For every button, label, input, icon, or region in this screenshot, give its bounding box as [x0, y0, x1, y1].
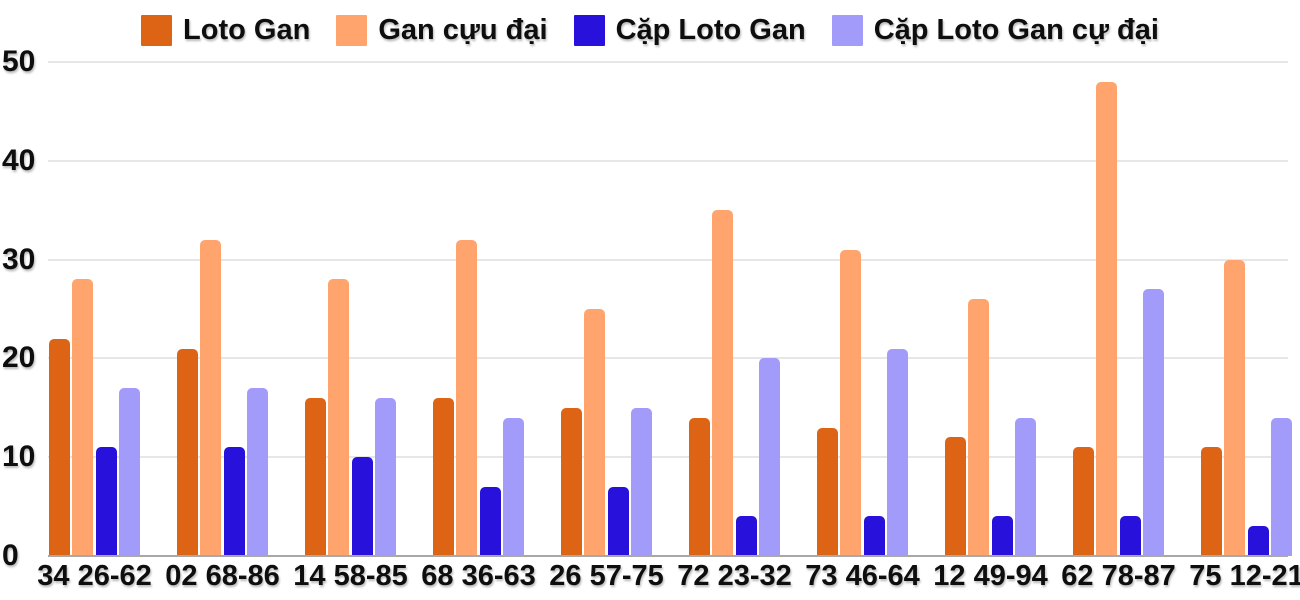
x-tick-label: 26 57-75	[549, 560, 664, 592]
bar[interactable]	[712, 210, 734, 556]
bar[interactable]	[607, 486, 629, 556]
legend-label: Gan cựu đại	[378, 13, 548, 46]
bar[interactable]	[200, 239, 222, 556]
bar[interactable]	[433, 397, 454, 556]
bar-group-14-58-85	[305, 62, 396, 556]
y-tick-label: 40	[2, 143, 36, 177]
bar[interactable]	[735, 516, 757, 556]
bar[interactable]	[1270, 417, 1292, 556]
bar[interactable]	[1224, 259, 1246, 556]
legend-item-3[interactable]: Cặp Loto Gan cự đại	[831, 13, 1159, 47]
legend-swatch-icon	[336, 14, 368, 46]
bar[interactable]	[479, 486, 501, 556]
bar[interactable]	[630, 407, 652, 556]
bar[interactable]	[246, 388, 268, 556]
bar[interactable]	[758, 358, 780, 556]
bar[interactable]	[584, 309, 606, 556]
bar[interactable]	[456, 239, 478, 556]
bar-group-73-46-64	[817, 62, 908, 556]
bar[interactable]	[305, 397, 326, 556]
bar-group-72-23-32	[689, 62, 780, 556]
plot-area	[48, 61, 1292, 557]
y-tick-label: 10	[2, 440, 36, 474]
legend-item-0[interactable]: Loto Gan	[141, 14, 310, 47]
x-tick-label: 02 68-86	[165, 560, 280, 592]
legend-label: Cặp Loto Gan	[615, 13, 806, 46]
y-tick-label: 50	[2, 45, 36, 78]
x-tick-label: 14 58-85	[293, 560, 408, 592]
bar[interactable]	[177, 348, 198, 556]
gridline	[48, 61, 1288, 63]
bar-group-34-26-62	[49, 62, 140, 556]
bar[interactable]	[1073, 447, 1094, 556]
bar[interactable]	[502, 417, 524, 556]
bar[interactable]	[351, 457, 373, 556]
bar[interactable]	[374, 397, 396, 556]
bar[interactable]	[72, 279, 94, 556]
gridline	[48, 258, 1288, 261]
y-tick-label: 30	[2, 242, 36, 276]
gridline	[48, 456, 1288, 459]
bar-group-02-68-86	[177, 62, 268, 556]
bar[interactable]	[886, 348, 908, 556]
bar-group-62-78-87	[1073, 62, 1164, 556]
legend-swatch-icon	[141, 14, 173, 46]
bar-group-68-36-63	[433, 62, 524, 556]
bar[interactable]	[118, 388, 140, 556]
x-tick-label: 34 26-62	[37, 560, 152, 592]
legend-swatch-icon	[573, 14, 605, 46]
gridline	[48, 357, 1288, 360]
bar[interactable]	[1247, 526, 1269, 556]
bar[interactable]	[561, 407, 582, 556]
x-axis-line	[48, 555, 1288, 557]
bar[interactable]	[991, 516, 1013, 556]
bar[interactable]	[95, 447, 117, 556]
bar[interactable]	[1014, 417, 1036, 556]
bar[interactable]	[1201, 447, 1222, 556]
bar[interactable]	[689, 417, 710, 556]
legend-label: Cặp Loto Gan cự đại	[873, 13, 1159, 46]
x-tick-label: 68 36-63	[421, 560, 536, 592]
bar[interactable]	[945, 437, 966, 556]
bar[interactable]	[328, 279, 350, 556]
bar[interactable]	[223, 447, 245, 556]
bar[interactable]	[1142, 289, 1164, 556]
x-tick-label: 12 49-94	[933, 560, 1048, 592]
legend-swatch-icon	[831, 14, 863, 46]
bar-group-26-57-75	[561, 62, 652, 556]
y-tick-label: 0	[2, 539, 19, 572]
x-tick-label: 62 78-87	[1061, 560, 1176, 592]
y-tick-label: 20	[2, 341, 36, 375]
bar[interactable]	[1096, 81, 1118, 556]
bar[interactable]	[968, 299, 990, 556]
x-tick-label: 72 23-32	[677, 560, 792, 592]
bar[interactable]	[840, 249, 862, 556]
gridline	[48, 159, 1288, 162]
x-tick-label: 73 46-64	[805, 560, 920, 592]
legend-item-1[interactable]: Gan cựu đại	[336, 13, 548, 47]
bar[interactable]	[817, 427, 838, 556]
legend-label: Loto Gan	[183, 13, 311, 46]
bar[interactable]	[49, 338, 70, 556]
legend: Loto Gan Gan cựu đại Cặp Loto Gan Cặp Loto …	[0, 8, 1300, 52]
bar[interactable]	[863, 516, 885, 556]
bar[interactable]	[1119, 516, 1141, 556]
bar-group-12-49-94	[945, 62, 1036, 556]
bar-group-75-12-21	[1201, 62, 1292, 556]
legend-item-2[interactable]: Cặp Loto Gan	[573, 13, 806, 47]
x-tick-label: 75 12-21	[1189, 560, 1300, 592]
